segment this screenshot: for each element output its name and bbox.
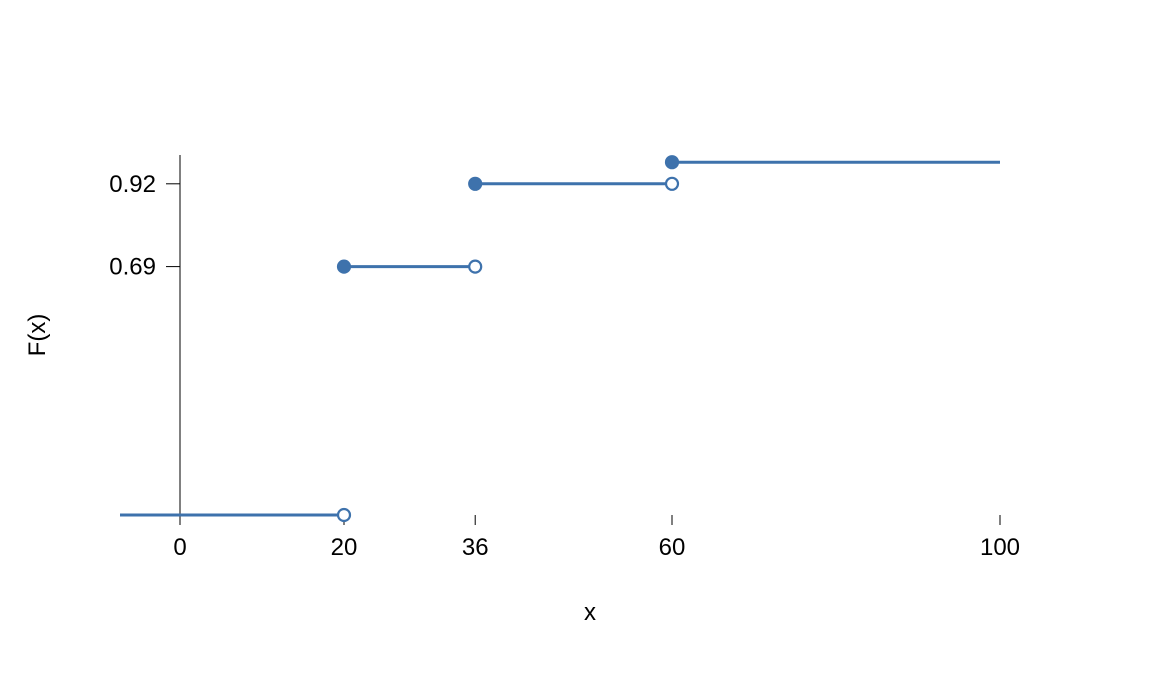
open-point-icon [666,178,678,190]
x-tick-label: 60 [659,534,686,561]
x-axis-label: x [584,599,596,626]
chart-background [0,0,1152,691]
closed-point-icon [666,156,678,168]
x-tick-label: 36 [462,534,489,561]
y-tick-label: 0.69 [109,254,156,281]
cdf-step-chart: 0 20 36 60 100 0.69 0.92 x F(x) [0,0,1152,691]
open-point-icon [338,509,350,521]
y-tick-label: 0.92 [109,171,156,198]
closed-point-icon [469,178,481,190]
open-point-icon [469,261,481,273]
x-tick-label: 20 [331,534,358,561]
x-tick-label: 100 [980,534,1020,561]
y-axis-label: F(x) [24,314,51,357]
closed-point-icon [338,261,350,273]
x-tick-label: 0 [173,534,186,561]
